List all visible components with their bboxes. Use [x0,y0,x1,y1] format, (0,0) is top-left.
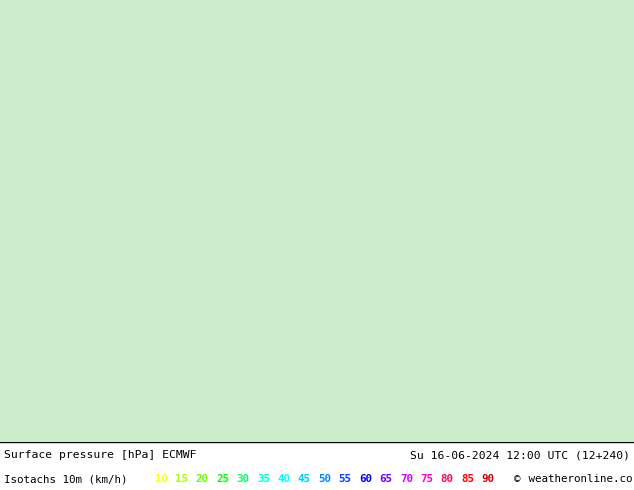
Text: 90: 90 [482,474,495,485]
Text: ©: © [514,474,520,485]
Text: 70: 70 [400,474,413,485]
Text: Su 16-06-2024 12:00 UTC (12+240): Su 16-06-2024 12:00 UTC (12+240) [410,450,630,461]
Text: 35: 35 [257,474,270,485]
Text: 25: 25 [216,474,229,485]
Text: 10: 10 [155,474,168,485]
Text: 75: 75 [420,474,434,485]
Text: Surface pressure [hPa] ECMWF: Surface pressure [hPa] ECMWF [4,450,197,461]
Text: 85: 85 [462,474,474,485]
Text: 60: 60 [359,474,372,485]
Text: 15: 15 [175,474,188,485]
Text: 45: 45 [298,474,311,485]
Text: 20: 20 [195,474,209,485]
Text: 55: 55 [339,474,352,485]
Text: 30: 30 [236,474,249,485]
Text: 40: 40 [277,474,290,485]
Text: 65: 65 [380,474,392,485]
Text: 80: 80 [441,474,454,485]
Text: 50: 50 [318,474,331,485]
Text: Isotachs 10m (km/h): Isotachs 10m (km/h) [4,474,127,485]
Text: weatheronline.co.uk: weatheronline.co.uk [522,474,634,485]
